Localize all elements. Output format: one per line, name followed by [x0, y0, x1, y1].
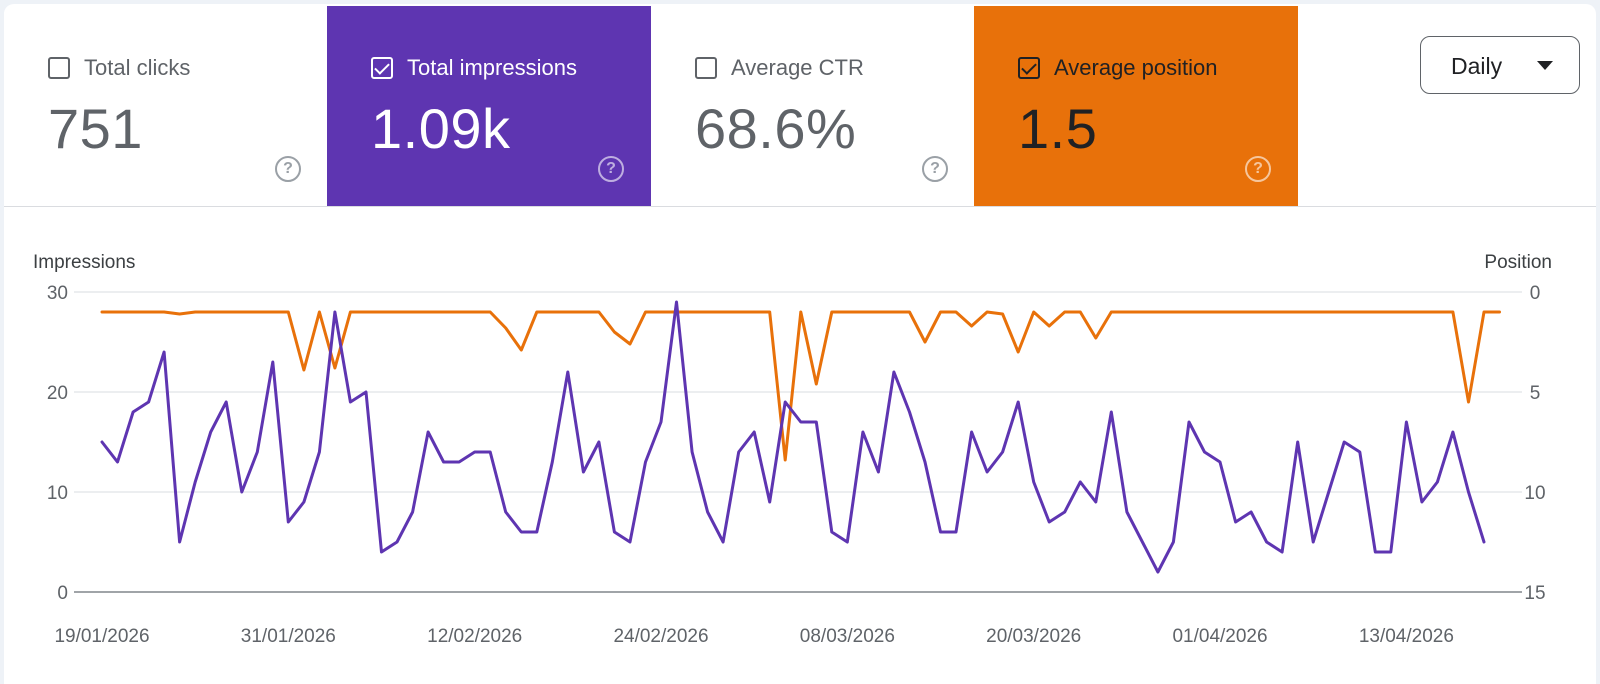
performance-chart: 0 10 20 30 0 5 10 15 19/01/2026 31/01/2026 12/02…	[33, 252, 1552, 647]
series-line-impressions	[100, 300, 1486, 574]
metric-label: Total clicks	[84, 55, 191, 80]
help-icon[interactable]: ?	[275, 156, 301, 182]
metric-label: Average position	[1054, 55, 1218, 80]
metric-label: Average CTR	[731, 55, 864, 80]
x-tick-label: 01/04/2026	[1172, 626, 1267, 647]
x-tick-label: 24/02/2026	[613, 626, 708, 647]
metric-label: Total impressions	[407, 55, 577, 80]
right-tick-label: 5	[1530, 383, 1541, 404]
x-tick-label: 20/03/2026	[986, 626, 1081, 647]
left-tick-label: 30	[47, 283, 68, 304]
chart-lines	[100, 300, 1501, 574]
right-tick-label: 15	[1524, 583, 1545, 604]
metric-value: 68.6%	[695, 97, 857, 160]
period-dropdown-label: Daily	[1451, 53, 1503, 79]
x-tick-label: 13/04/2026	[1359, 626, 1454, 647]
x-tick-label: 19/01/2026	[54, 626, 149, 647]
chart-grid	[74, 291, 1522, 593]
metric-cards: Total clicks 751 ? Total impressions 1.0…	[4, 6, 1596, 206]
metric-card-total-clicks[interactable]: Total clicks 751 ?	[4, 6, 334, 206]
metric-card-total-impressions[interactable]: Total impressions 1.09k ?	[327, 6, 651, 206]
checked-checkbox-icon[interactable]	[371, 57, 393, 79]
left-tick-label: 10	[47, 483, 68, 504]
help-icon[interactable]: ?	[1245, 156, 1271, 182]
metric-card-average-ctr[interactable]: Average CTR 68.6% ?	[651, 6, 974, 206]
checkbox-icon[interactable]	[48, 57, 70, 79]
right-axis-title: Position	[1484, 252, 1552, 273]
x-axis-ticks: 19/01/2026 31/01/2026 12/02/2026 24/02/2026…	[54, 626, 1453, 647]
checked-checkbox-icon[interactable]	[1018, 57, 1040, 79]
help-icon[interactable]: ?	[922, 156, 948, 182]
x-tick-label: 12/02/2026	[427, 626, 522, 647]
metric-card-average-position[interactable]: Average position 1.5 ?	[974, 6, 1298, 206]
right-tick-label: 0	[1530, 283, 1541, 304]
left-axis-title: Impressions	[33, 252, 135, 273]
checkbox-icon[interactable]	[695, 57, 717, 79]
metric-value: 1.5	[1018, 97, 1098, 160]
x-tick-label: 08/03/2026	[800, 626, 895, 647]
left-tick-label: 0	[57, 583, 68, 604]
left-axis-ticks: 0 10 20 30	[47, 283, 68, 604]
left-tick-label: 20	[47, 383, 68, 404]
right-axis-ticks: 0 5 10 15	[1524, 283, 1545, 604]
right-tick-label: 10	[1524, 483, 1545, 504]
metric-value: 751	[48, 97, 143, 160]
performance-panel: Total clicks 751 ? Total impressions 1.0…	[4, 4, 1596, 684]
caret-down-icon	[1537, 61, 1553, 70]
x-tick-label: 31/01/2026	[241, 626, 336, 647]
help-icon[interactable]: ?	[598, 156, 624, 182]
metric-value: 1.09k	[371, 97, 511, 160]
divider	[4, 206, 1596, 207]
series-line-position	[100, 310, 1501, 462]
period-dropdown[interactable]: Daily	[1420, 36, 1580, 94]
